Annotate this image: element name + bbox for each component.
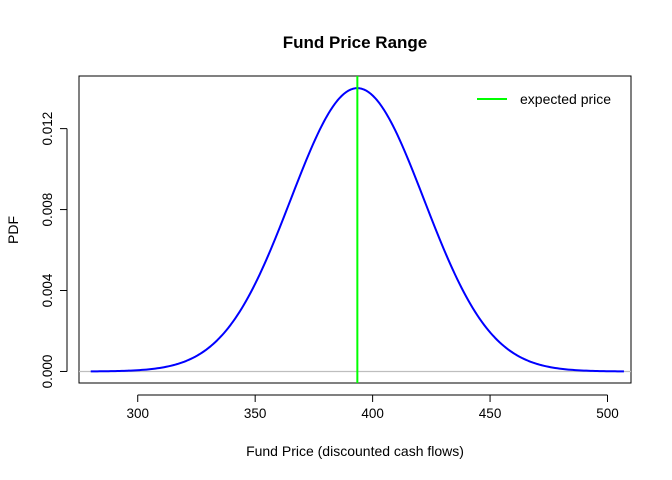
legend: expected price xyxy=(477,91,611,107)
plot-frame xyxy=(78,75,632,384)
y-axis: 0.000 0.004 0.008 0.012 xyxy=(40,112,68,389)
y-tick-label: 0.012 xyxy=(40,112,55,146)
y-axis-label: PDF xyxy=(5,216,21,244)
y-tick-label: 0.004 xyxy=(40,273,55,307)
x-tick-label: 350 xyxy=(244,406,267,421)
plot-area xyxy=(79,76,631,383)
y-tick-label: 0.000 xyxy=(40,355,55,389)
legend-label: expected price xyxy=(520,91,611,107)
x-axis: 300 350 400 450 500 xyxy=(126,394,619,421)
y-tick-label: 0.008 xyxy=(40,193,55,227)
x-tick-label: 500 xyxy=(596,406,619,421)
chart-title: Fund Price Range xyxy=(283,33,428,52)
x-tick-label: 300 xyxy=(126,406,149,421)
x-tick-label: 450 xyxy=(479,406,502,421)
x-tick-label: 400 xyxy=(361,406,384,421)
x-axis-label: Fund Price (discounted cash flows) xyxy=(246,443,464,459)
